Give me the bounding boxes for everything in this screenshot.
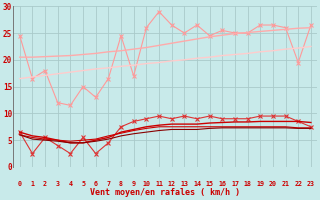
X-axis label: Vent moyen/en rafales ( km/h ): Vent moyen/en rafales ( km/h ) <box>90 188 240 197</box>
